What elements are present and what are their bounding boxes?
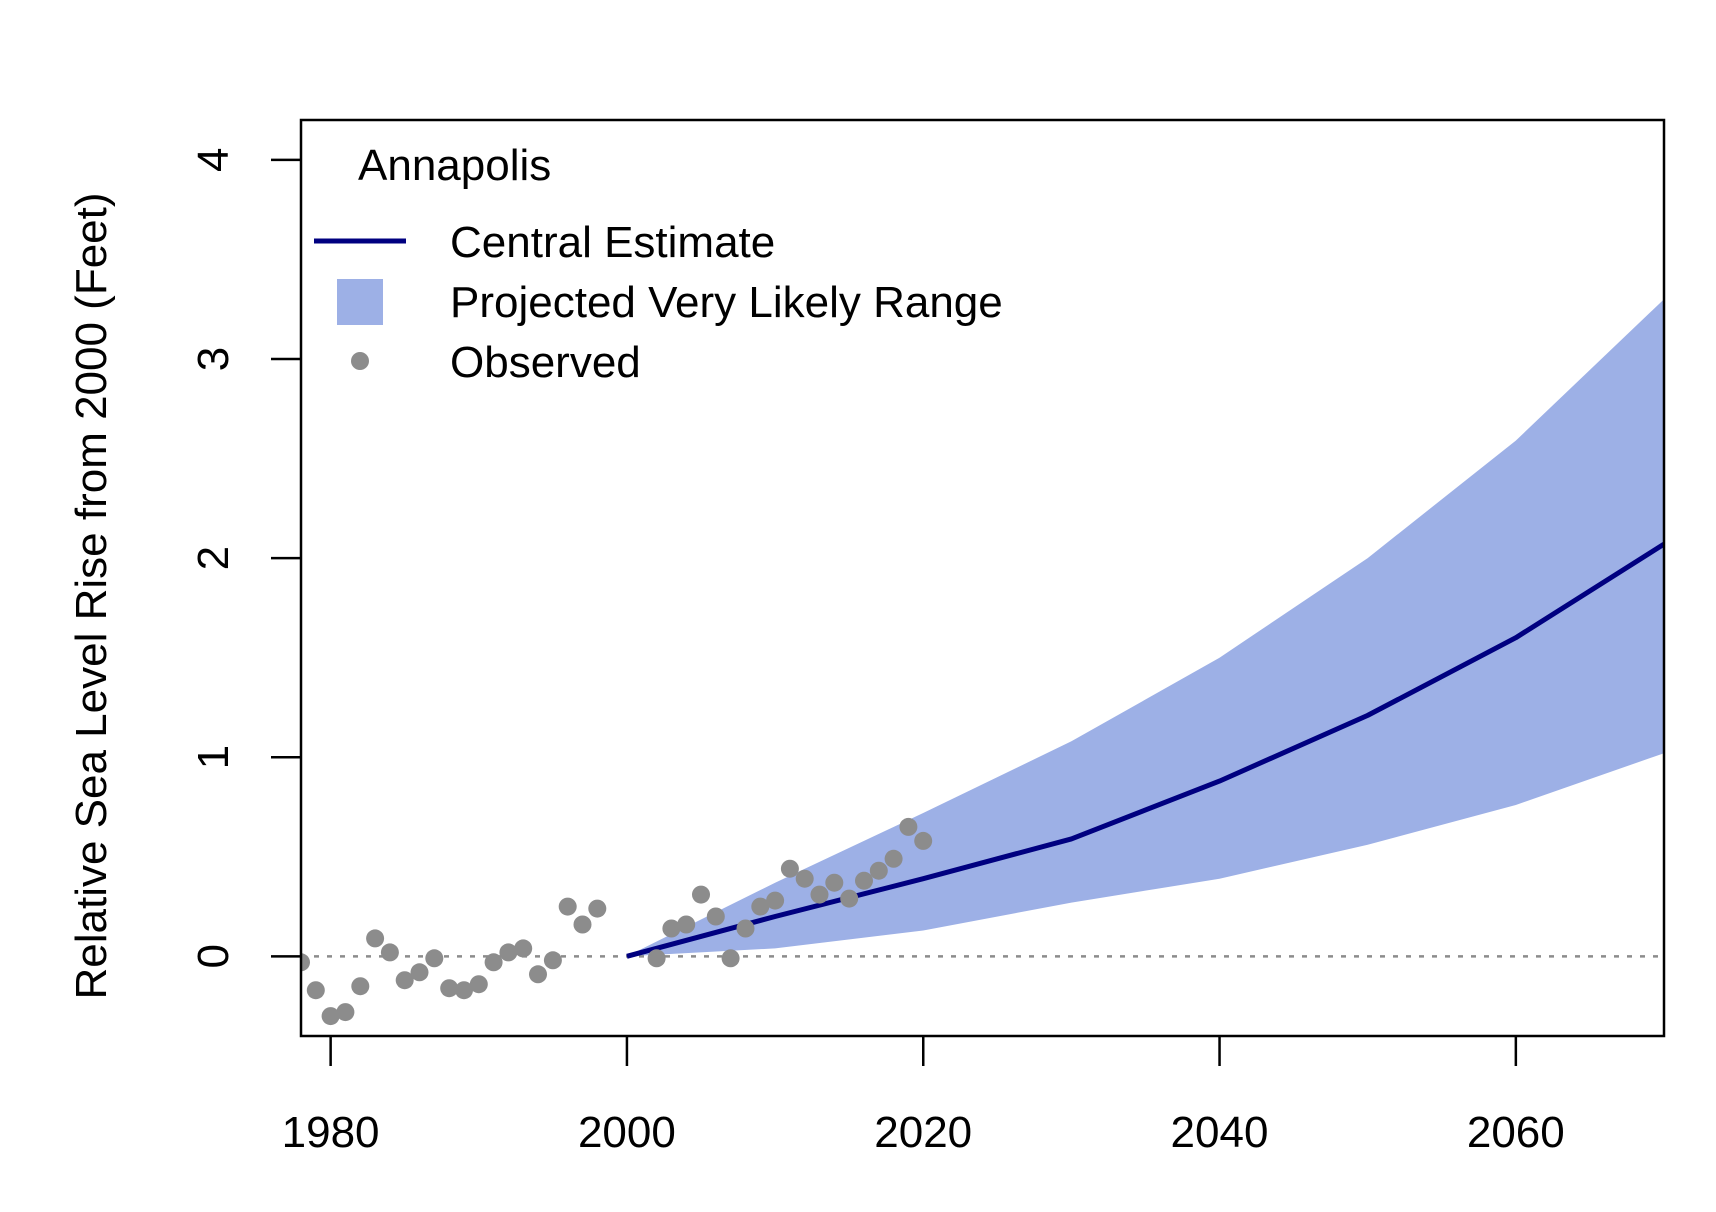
- legend-swatch-observed: [351, 352, 369, 370]
- observed-point: [662, 919, 681, 938]
- plot-frame: [299, 118, 1666, 1038]
- observed-point: [410, 963, 429, 982]
- observed-point: [336, 1003, 355, 1022]
- x-tick-label: 2040: [1171, 1108, 1269, 1157]
- observed-point: [351, 977, 370, 996]
- y-tick-label: 1: [189, 745, 238, 769]
- observed-point: [795, 869, 814, 888]
- legend-label-projected-range: Projected Very Likely Range: [450, 278, 1003, 327]
- plot-area: [301, 299, 1664, 1026]
- y-tick-label: 3: [189, 347, 238, 371]
- observed-point: [425, 949, 444, 968]
- observed-point: [588, 899, 607, 918]
- observed-point: [484, 953, 503, 972]
- y-axis: 0 1 2 3 4: [189, 148, 301, 969]
- legend-swatch-projected-range: [337, 279, 383, 325]
- x-axis: 1980 2000 2020 2040 2060: [282, 1036, 1565, 1157]
- observed-point: [751, 897, 770, 916]
- x-tick-label: 2020: [874, 1108, 972, 1157]
- observed-point: [736, 919, 755, 938]
- y-tick-label: 4: [189, 148, 238, 172]
- observed-point: [558, 897, 577, 916]
- observed-point: [884, 849, 903, 868]
- observed-point: [573, 915, 592, 934]
- observed-point: [380, 943, 399, 962]
- x-tick-label: 2060: [1467, 1108, 1565, 1157]
- observed-point: [825, 873, 844, 892]
- projected-range-band: [626, 299, 1664, 957]
- legend-title: Annapolis: [358, 141, 551, 190]
- observed-point: [706, 907, 725, 926]
- observed-point: [647, 949, 666, 968]
- y-tick-label: 0: [189, 944, 238, 968]
- legend-label-central-estimate: Central Estimate: [450, 218, 775, 267]
- observed-point: [395, 971, 414, 990]
- observed-point: [692, 885, 710, 904]
- observed-point: [840, 889, 859, 908]
- central-estimate-line: [626, 541, 1664, 959]
- observed-point: [301, 953, 310, 972]
- legend-label-observed: Observed: [450, 338, 641, 387]
- observed-point: [721, 949, 740, 968]
- y-tick-label: 2: [189, 546, 238, 570]
- observed-point: [810, 885, 829, 904]
- observed-point: [306, 981, 325, 1000]
- observed-point: [677, 915, 696, 934]
- observed-point: [914, 831, 933, 850]
- x-tick-label: 2000: [578, 1108, 676, 1157]
- observed-point: [869, 861, 888, 880]
- y-axis-title: Relative Sea Level Rise from 2000 (Feet): [67, 192, 116, 999]
- observed-point: [543, 951, 562, 970]
- observed-point: [855, 871, 873, 890]
- observed-point: [455, 981, 473, 1000]
- observed-point: [366, 929, 385, 948]
- x-tick-label: 1980: [282, 1108, 380, 1157]
- observed-point: [514, 939, 533, 958]
- observed-point: [499, 943, 518, 962]
- observed-points: [301, 817, 933, 1026]
- legend: Annapolis Central Estimate Projected Ver…: [314, 141, 1003, 387]
- observed-point: [469, 975, 488, 994]
- observed-point: [529, 965, 547, 984]
- observed-point: [321, 1007, 340, 1026]
- observed-point: [440, 979, 459, 998]
- observed-point: [766, 891, 785, 910]
- observed-point: [899, 817, 918, 836]
- observed-point: [780, 859, 799, 878]
